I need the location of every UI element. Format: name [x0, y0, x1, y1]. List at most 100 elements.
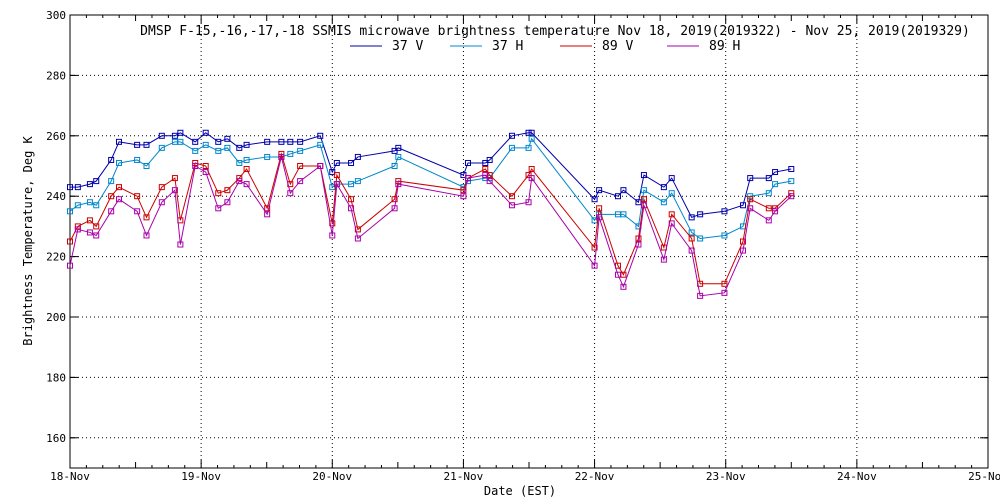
- data-point: [591, 262, 598, 269]
- data-point: [354, 153, 361, 160]
- data-point: [202, 141, 209, 148]
- x-tick-label: 24-Nov: [837, 470, 877, 483]
- data-point: [115, 159, 122, 166]
- data-point: [67, 184, 73, 191]
- data-point: [243, 166, 250, 173]
- data-point: [596, 187, 603, 194]
- data-point: [93, 178, 100, 185]
- y-axis-title: Brightness Temperature, Deg K: [21, 135, 35, 345]
- data-point: [525, 172, 532, 179]
- plot-area: [69, 14, 989, 469]
- data-point: [614, 193, 621, 200]
- data-point: [86, 229, 93, 236]
- data-point: [224, 187, 231, 194]
- data-point: [348, 205, 355, 212]
- data-point: [317, 141, 324, 148]
- series-line: [70, 132, 792, 218]
- y-tick-label: 200: [46, 311, 66, 324]
- series-37-v: [67, 129, 795, 221]
- data-point: [158, 144, 165, 151]
- data-point: [67, 262, 73, 269]
- data-point: [508, 132, 515, 139]
- data-point: [591, 217, 598, 224]
- data-point: [395, 153, 402, 160]
- data-point: [668, 211, 675, 218]
- data-point: [108, 193, 115, 200]
- data-point: [460, 187, 467, 194]
- y-tick-label: 280: [46, 69, 66, 82]
- data-point: [391, 147, 398, 154]
- data-point: [108, 208, 115, 215]
- data-point: [67, 208, 73, 215]
- data-point: [243, 156, 250, 163]
- data-point: [640, 172, 647, 179]
- data-point: [482, 166, 489, 173]
- data-point: [264, 138, 271, 145]
- x-tick-label: 21-Nov: [444, 470, 484, 483]
- data-point: [171, 175, 178, 182]
- data-point: [236, 159, 243, 166]
- data-point: [224, 144, 231, 151]
- data-point: [354, 235, 361, 242]
- y-axis: 160 180 200 220 240 260 280 300: [46, 9, 988, 445]
- x-tick-label: 19-Nov: [181, 470, 221, 483]
- data-point: [765, 175, 772, 182]
- data-point: [508, 193, 515, 200]
- legend: 37 V 37 H 89 V 89 H: [350, 39, 740, 54]
- data-point: [747, 205, 754, 212]
- data-point: [596, 205, 603, 212]
- data-point: [108, 178, 115, 185]
- data-point: [74, 202, 81, 209]
- data-point: [297, 163, 304, 169]
- data-point: [224, 199, 231, 206]
- data-point: [287, 190, 294, 197]
- data-point: [391, 196, 398, 203]
- data-point: [697, 211, 704, 218]
- x-tick-label: 22-Nov: [575, 470, 615, 483]
- data-point: [287, 138, 294, 145]
- data-point: [528, 166, 535, 173]
- data-point: [354, 178, 361, 185]
- chart-title: DMSP F-15,-16,-17,-18 SSMIS microwave br…: [140, 24, 970, 39]
- data-point: [620, 211, 627, 218]
- data-point: [297, 138, 304, 145]
- series-layer: [67, 129, 795, 299]
- data-point: [486, 156, 493, 163]
- data-point: [528, 135, 535, 142]
- series-89-h: [67, 153, 795, 299]
- data-point: [192, 147, 199, 154]
- data-point: [528, 175, 535, 182]
- data-point: [482, 159, 489, 166]
- data-point: [688, 229, 695, 236]
- data-point: [74, 226, 81, 233]
- data-point: [528, 129, 535, 136]
- data-point: [525, 144, 532, 151]
- data-point: [620, 283, 627, 290]
- data-point: [215, 147, 222, 154]
- data-point: [464, 159, 471, 166]
- data-point: [278, 153, 285, 160]
- data-point: [668, 190, 675, 197]
- data-point: [115, 184, 122, 191]
- data-point: [640, 202, 647, 209]
- data-point: [721, 208, 728, 215]
- data-point: [765, 190, 772, 197]
- legend-label: 89 V: [602, 39, 633, 54]
- data-point: [596, 214, 603, 221]
- data-point: [772, 169, 779, 176]
- data-point: [486, 178, 493, 185]
- data-point: [278, 150, 285, 157]
- data-point: [391, 205, 398, 212]
- data-point: [788, 166, 795, 173]
- data-point: [688, 247, 695, 254]
- data-point: [348, 196, 355, 203]
- data-point: [788, 193, 795, 200]
- data-point: [765, 205, 772, 212]
- y-tick-label: 300: [46, 9, 66, 22]
- data-point: [115, 196, 122, 203]
- data-point: [74, 184, 81, 191]
- data-point: [525, 199, 532, 206]
- data-point: [620, 187, 627, 194]
- data-point: [348, 159, 355, 166]
- data-point: [74, 223, 81, 230]
